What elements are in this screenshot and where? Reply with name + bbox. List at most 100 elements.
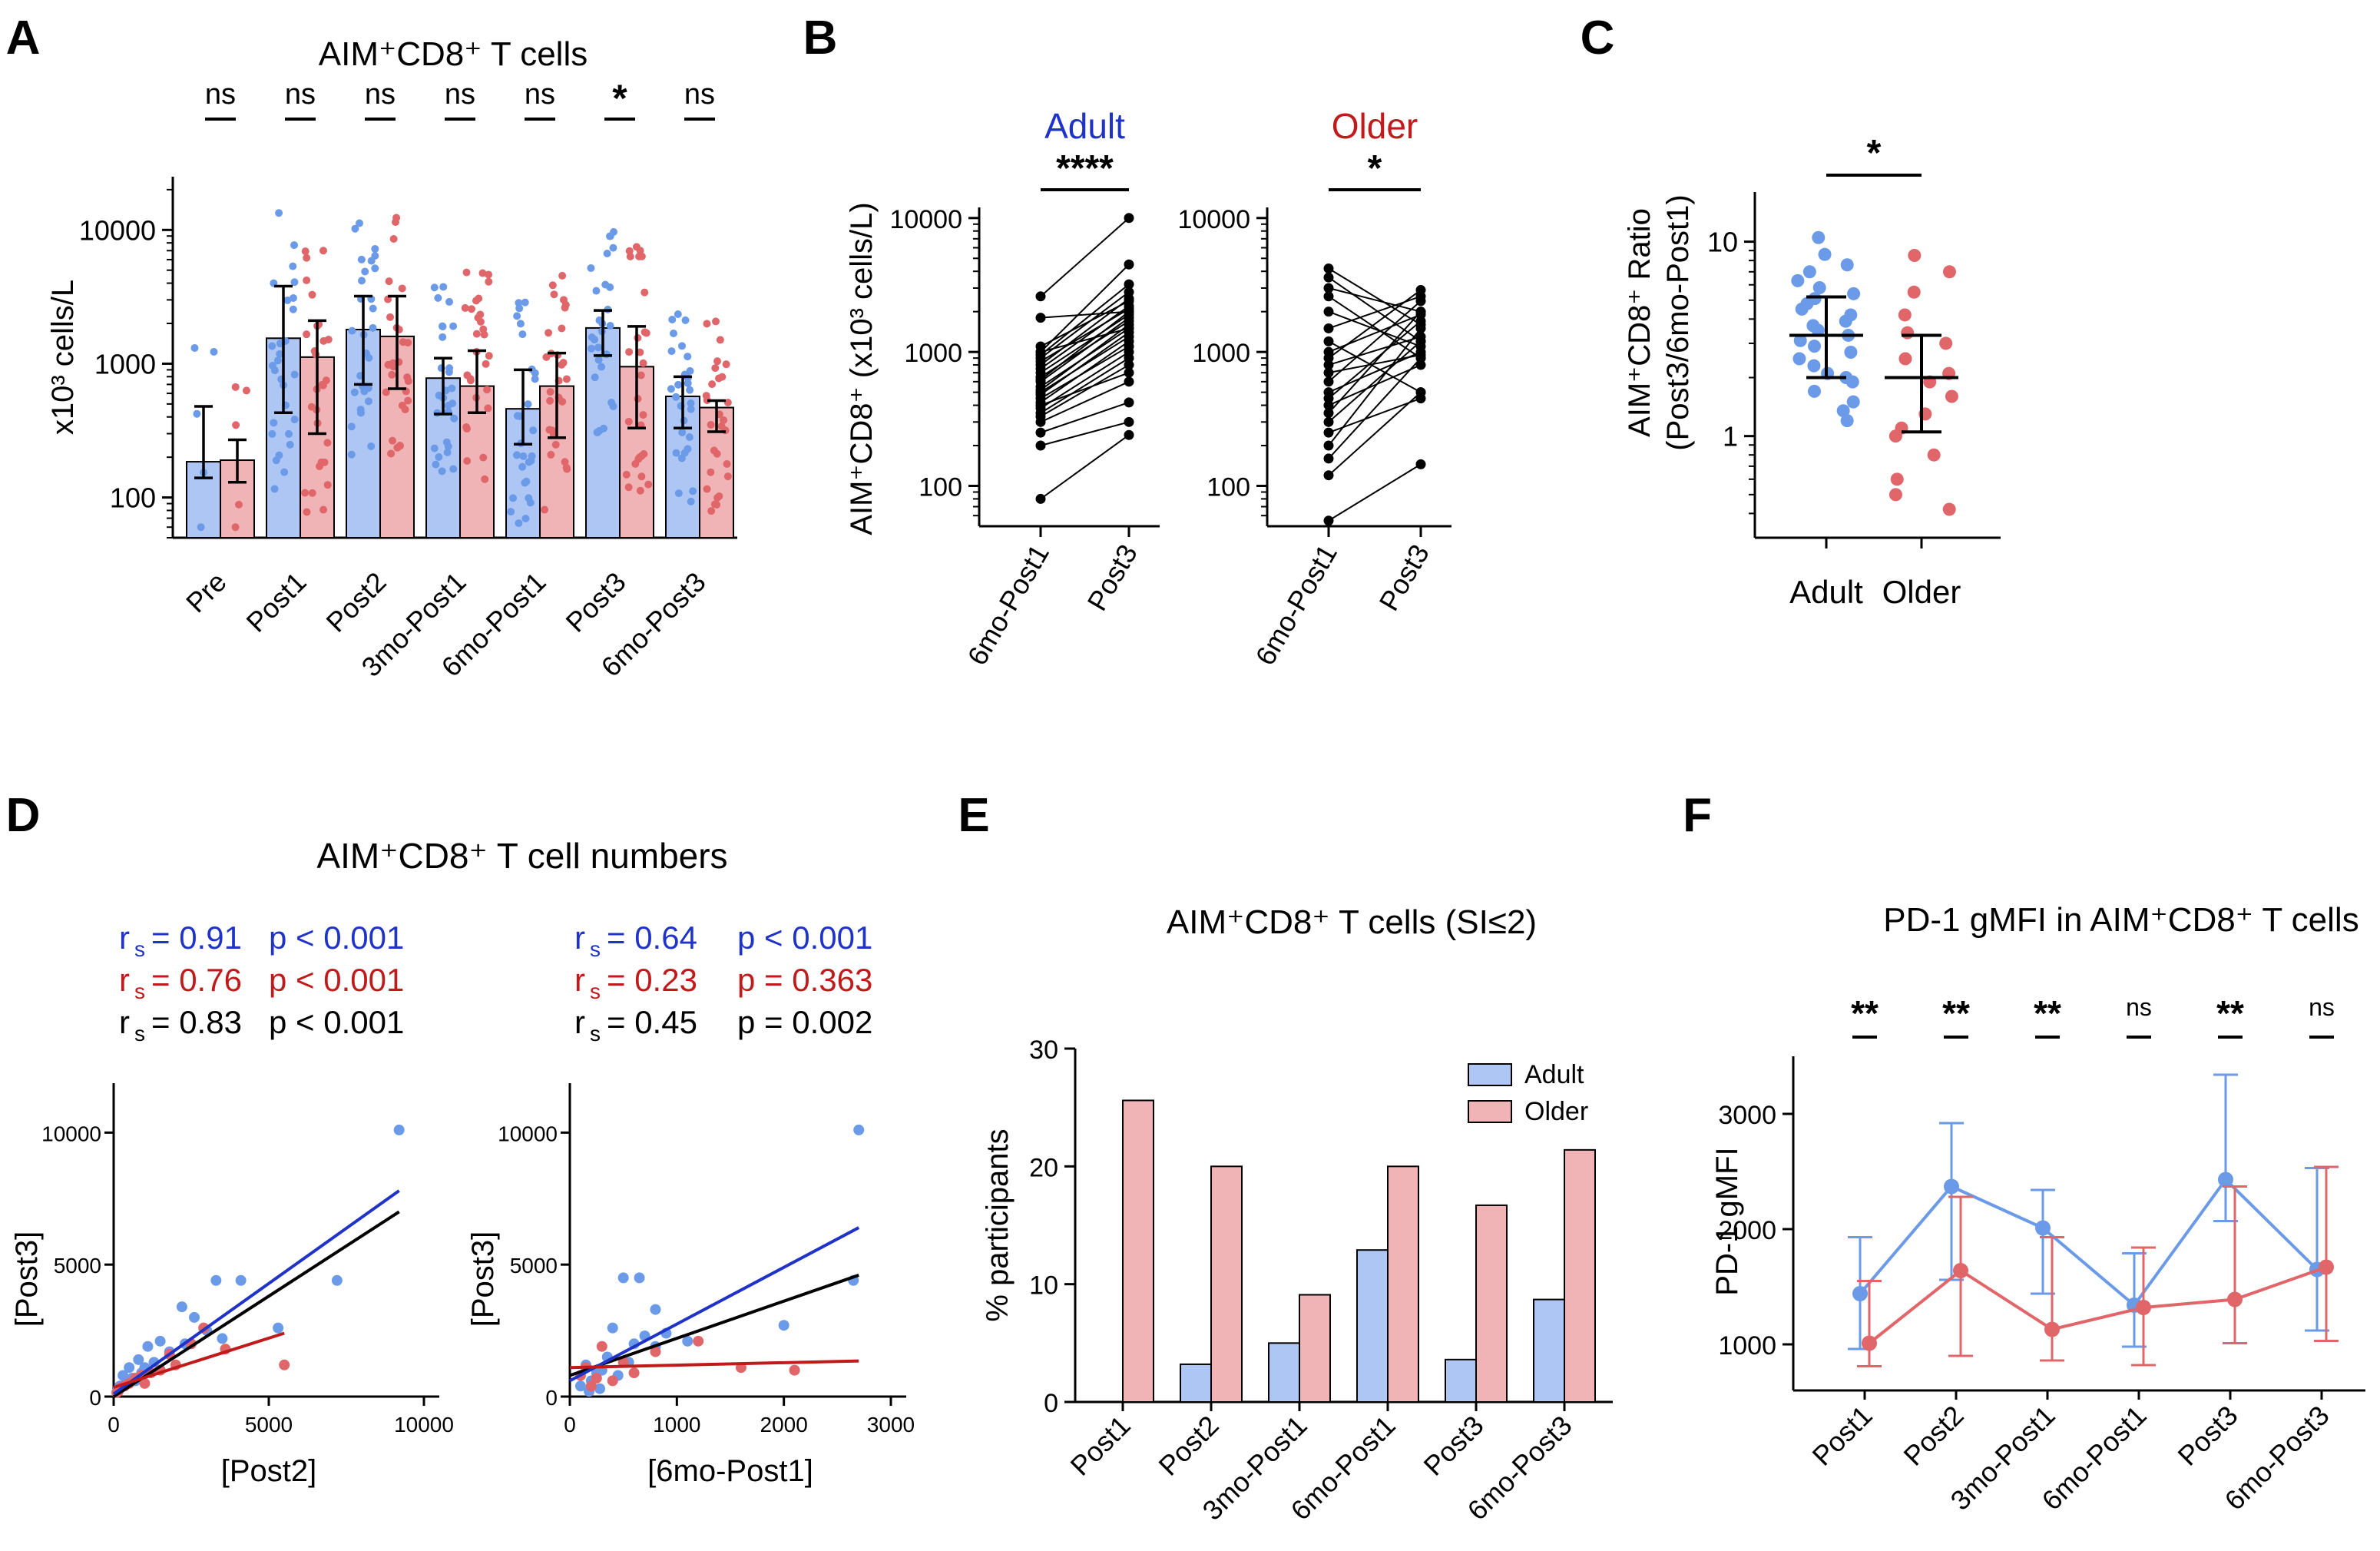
panel-a-point [516,320,525,328]
panel-a-point [509,494,518,502]
panel-f-point-older [1862,1335,1877,1351]
panel-d-stat-r-older: r s = 0.76 [119,962,242,1003]
panel-a-point [389,235,398,244]
panel-a-point [398,401,406,409]
panel-d-point-adult [778,1320,789,1331]
panel-a-point [485,352,493,360]
panel-a-point [351,224,359,233]
panel-e-ytick-label: 10 [1029,1271,1058,1301]
panel-d-fit-line-older [569,1359,859,1370]
panel-a-point [268,429,276,438]
panel-c-point [1942,502,1956,516]
panel-c-point [1791,273,1805,287]
panel-b-pair-line [1328,357,1422,459]
panel-d-point-adult [574,1380,586,1392]
panel-a-point [347,423,356,431]
panel-b-point [1415,291,1426,302]
panel-d-r-symbol: r [574,962,585,998]
panel-a-point [320,458,329,466]
panel-a-point [519,452,528,460]
panel-a-significance: ns [525,78,555,111]
panel-b-point [1323,283,1334,293]
panel-a-point [607,399,616,407]
panel-a-point [518,330,527,339]
panel-a-point [371,244,379,253]
panel-a-point [722,360,730,369]
panel-b-point [1415,307,1426,317]
panel-a-point [462,425,471,433]
panel-a-point [463,457,472,466]
panel-d-stat-r-all: r s = 0.83 [119,1004,242,1046]
panel-c-ylabel-2: (Post3/6mo-Post1) [1661,194,1695,450]
panel-a-point [232,421,240,429]
panel-b-pair-line [1040,336,1130,393]
panel-a-point [513,312,521,320]
panel-a-point [290,278,299,287]
panel-a-point [392,214,401,222]
panel-c-point [1793,333,1807,347]
panel-f-ytick-label: 1000 [1718,1331,1776,1360]
panel-d-r-value: = 0.76 [151,962,242,998]
panel-b-xtick-label: Post3 [1081,539,1144,616]
panel-c-xtick-label: Older [1882,574,1961,610]
panel-d-p-value: p = 0.363 [737,962,872,998]
panel-d-r-subscript: s [590,937,601,961]
panel-d-ytick-label: 10000 [498,1122,558,1145]
panel-e-chart: AIM⁺CD8⁺ T cells (SI≤2) % participants 0 10… [981,903,1613,1526]
panel-d-xlabel: [Post2] [221,1454,317,1488]
panel-a-point [672,449,680,457]
panel-a-point [674,380,683,389]
panel-a-point [396,442,404,450]
panel-b-point [1035,427,1046,438]
panel-a-point [357,255,366,263]
panel-a-significance: ns [205,78,236,111]
panel-a-point [524,400,532,409]
panel-c-ylabel: AIM⁺CD8⁺ Ratio [1623,208,1657,437]
panel-b-point [1415,353,1426,363]
panel-b-pair-line [1040,380,1130,423]
panel-a-point [641,288,649,297]
panel-a-point [716,336,724,344]
panel-d-r-value: = 0.91 [151,920,242,956]
panel-a-point [558,360,566,369]
panel-b-point [1035,493,1046,504]
panel-a-point [369,304,377,313]
panel-d-ylabel: [Post3] [466,1231,500,1327]
panel-b-pair-line [1328,463,1422,522]
panel-a-point [472,330,481,338]
panel-d-r-symbol: r [574,1004,585,1040]
panel-a-point [687,405,695,413]
panel-a-point [708,380,717,389]
panel-e-ytick-label: 0 [1044,1389,1058,1418]
panel-a-point [276,350,284,358]
panel-a-point [674,489,683,498]
panel-b-pair-line [1040,421,1130,446]
panel-a-point [382,388,390,396]
panel-a-point [593,429,601,437]
panel-a-point [678,342,687,350]
panel-a-point [562,375,571,383]
panel-d-title: AIM⁺CD8⁺ T cell numbers [316,836,727,876]
panel-a-point [710,500,719,509]
panel-a-point [356,406,365,414]
panel-c-point [1908,248,1922,262]
panel-a-point [398,284,406,293]
panel-a-point [531,369,539,377]
panel-a-point [448,384,456,393]
panel-a-point [718,373,727,381]
panel-b-pair-line [1040,297,1130,366]
panel-a-point [703,396,711,404]
panel-f-point-adult [1852,1286,1868,1301]
panel-a-point [707,468,715,476]
panel-b-point [1323,416,1334,427]
panel-a-point [606,283,614,291]
panel-b-significance: * [1368,148,1382,189]
panel-b-point [1323,360,1334,370]
panel-a-point [707,420,715,429]
panel-b-point [1323,515,1334,526]
panel-d-ytick-label: 0 [545,1386,558,1410]
panel-b-point [1415,459,1426,469]
panel-c-point [1807,384,1821,398]
panel-a-point [197,523,205,532]
legend-label-older: Older [1524,1097,1588,1126]
